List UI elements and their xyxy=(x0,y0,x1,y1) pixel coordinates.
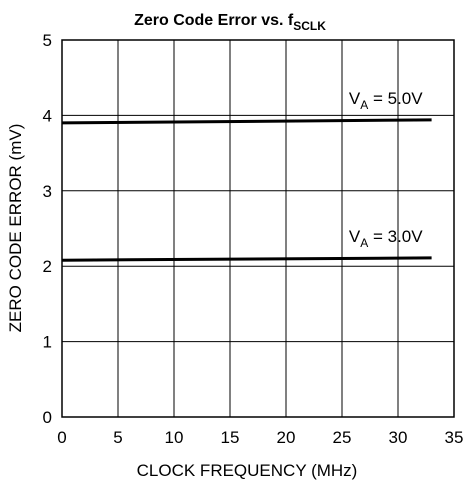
y-tick-label: 5 xyxy=(43,31,52,50)
chart-title: Zero Code Error vs. fSCLK xyxy=(134,12,326,33)
x-tick-label: 15 xyxy=(221,428,240,447)
y-tick-label: 4 xyxy=(43,106,52,125)
series-line xyxy=(61,256,432,262)
series-label-rest: = 3.0V xyxy=(368,227,423,246)
series-label: VA = 5.0V xyxy=(349,89,423,112)
series-label-base: V xyxy=(349,89,361,108)
x-tick-label: 20 xyxy=(277,428,296,447)
x-axis-label: CLOCK FREQUENCY (MHz) xyxy=(137,461,358,480)
grid xyxy=(62,40,454,417)
chart-title-sub: SCLK xyxy=(293,19,326,33)
plot-frame xyxy=(61,39,455,418)
tick-labels: 0 5 10 15 20 25 30 35 0 1 2 3 4 5 xyxy=(43,31,464,447)
series-label-rest: = 5.0V xyxy=(368,89,423,108)
chart-title-main: Zero Code Error vs. f xyxy=(134,12,294,29)
x-tick-label: 10 xyxy=(165,428,184,447)
y-tick-label: 3 xyxy=(43,182,52,201)
y-tick-label: 1 xyxy=(43,333,52,352)
series-label-sub: A xyxy=(360,98,368,112)
x-tick-label: 5 xyxy=(113,428,122,447)
series-label-sub: A xyxy=(360,236,368,250)
y-axis-label: ZERO CODE ERROR (mV) xyxy=(6,124,25,333)
series-label: VA = 3.0V xyxy=(349,227,423,250)
series-lines xyxy=(61,118,432,262)
x-tick-label: 25 xyxy=(333,428,352,447)
x-tick-label: 35 xyxy=(445,428,464,447)
x-tick-label: 0 xyxy=(57,428,66,447)
x-tick-label: 30 xyxy=(389,428,408,447)
y-tick-label: 0 xyxy=(43,408,52,427)
series-label-base: V xyxy=(349,227,361,246)
series-line xyxy=(61,118,432,125)
y-tick-label: 2 xyxy=(43,257,52,276)
